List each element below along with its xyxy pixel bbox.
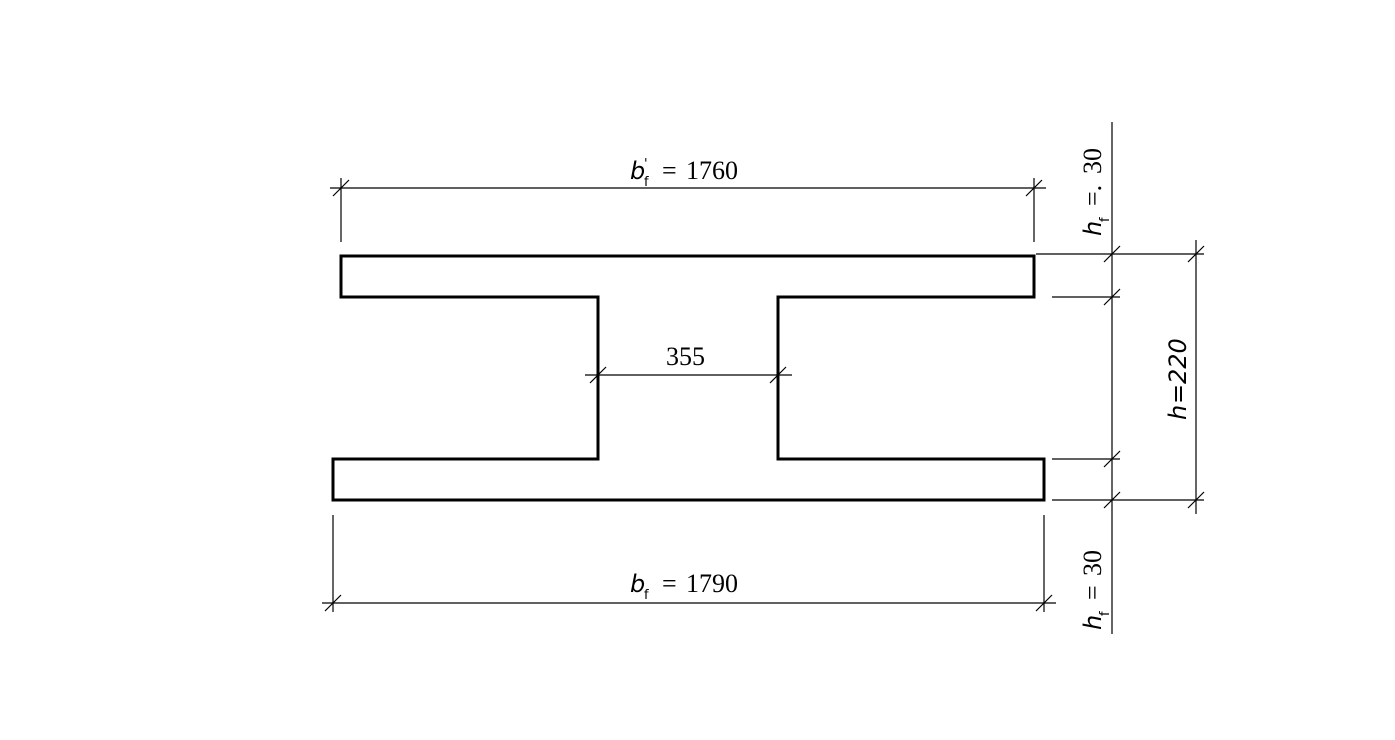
i-beam-section-outline bbox=[331, 254, 1046, 502]
tick-mark bbox=[1187, 245, 1205, 263]
tick-mark bbox=[1035, 594, 1053, 612]
web-width-label: 355 bbox=[666, 342, 705, 371]
top-flange-thickness-label: hf=.30 bbox=[1078, 148, 1113, 236]
top-flange-width-dimension: b' f = 1760 bbox=[330, 156, 1046, 242]
tick-mark bbox=[324, 594, 342, 612]
top-flange-thickness-dimension: hf=.30 bbox=[1078, 148, 1113, 236]
tick-mark bbox=[332, 179, 350, 197]
bottom-flange-thickness-dimension: hf=30 bbox=[1078, 550, 1113, 630]
tick-mark bbox=[1187, 491, 1205, 509]
bottom-flange-width-dimension: bf = 1790 bbox=[322, 515, 1056, 612]
total-height-dimension: h=220 bbox=[1164, 240, 1205, 514]
tick-mark bbox=[769, 366, 787, 384]
tick-mark bbox=[1103, 491, 1121, 509]
bottom-flange-thickness-label: hf=30 bbox=[1078, 550, 1113, 630]
total-height-label: h=220 bbox=[1164, 338, 1192, 420]
bottom-flange-width-label: bf = 1790 bbox=[630, 569, 738, 603]
tick-mark bbox=[1025, 179, 1043, 197]
top-flange-width-label: b' f = 1760 bbox=[630, 156, 738, 190]
tick-mark bbox=[1103, 288, 1121, 306]
tick-mark bbox=[589, 366, 607, 384]
web-width-dimension: 355 bbox=[585, 342, 792, 384]
tick-mark bbox=[1103, 450, 1121, 468]
tick-mark bbox=[1103, 245, 1121, 263]
